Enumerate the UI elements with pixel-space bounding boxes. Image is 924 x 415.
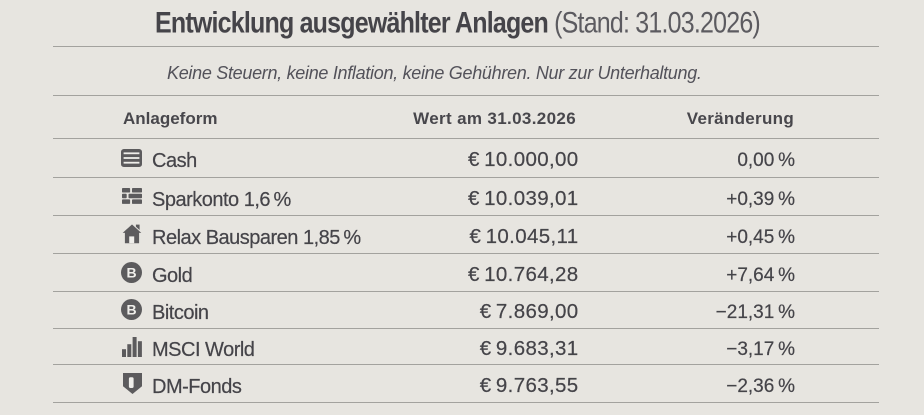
svg-text:B: B bbox=[126, 264, 136, 280]
svg-text:B: B bbox=[126, 301, 136, 317]
